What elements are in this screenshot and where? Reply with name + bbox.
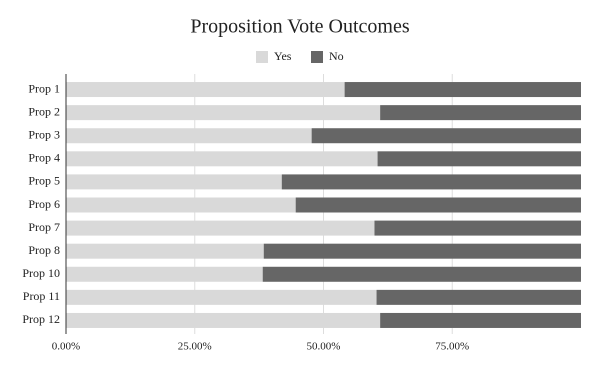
bar-segment	[66, 174, 282, 190]
x-tick-label: 50.00%	[307, 341, 341, 353]
bar-segment	[66, 105, 381, 121]
bar-segment	[66, 289, 377, 305]
y-tick-label: Prop 5	[28, 174, 60, 188]
y-tick-label: Prop 8	[28, 243, 60, 257]
bar-segment	[344, 82, 581, 98]
y-tick-label: Prop 7	[28, 220, 60, 234]
bar-segment	[66, 151, 378, 167]
bar-segment	[66, 220, 375, 236]
bar-segment	[295, 197, 581, 213]
bar-segment	[66, 82, 345, 98]
bar-segment	[311, 128, 581, 144]
bar-segment	[281, 174, 581, 190]
y-tick-label: Prop 4	[28, 151, 60, 165]
bar-segment	[377, 151, 581, 167]
bar-segment	[66, 243, 264, 259]
bar-segment	[376, 289, 581, 305]
bar-segment	[380, 312, 581, 328]
chart-title: Proposition Vote Outcomes	[190, 16, 409, 38]
y-tick-label: Prop 6	[28, 197, 60, 211]
bar-segment	[66, 197, 296, 213]
legend-label: No	[329, 49, 344, 63]
x-tick-label: 25.00%	[178, 341, 212, 353]
x-tick-label: 0.00%	[52, 341, 80, 353]
y-tick-label: Prop 2	[28, 104, 60, 118]
legend-label: Yes	[274, 49, 292, 63]
y-tick-label: Prop 12	[22, 312, 60, 326]
legend-swatch	[256, 51, 268, 63]
y-tick-label: Prop 1	[28, 81, 60, 95]
x-tick-label: 75.00%	[435, 341, 469, 353]
y-tick-label: Prop 3	[28, 127, 60, 141]
y-tick-label: Prop 10	[22, 266, 60, 280]
y-tick-label: Prop 11	[23, 289, 60, 303]
bar-segment	[263, 243, 581, 259]
bar-segment	[66, 128, 312, 144]
bar-segment	[66, 312, 381, 328]
bar-segment	[66, 266, 263, 282]
legend-swatch	[311, 51, 323, 63]
bar-segment	[262, 266, 581, 282]
bar-segment	[380, 105, 581, 121]
bar-segment	[374, 220, 581, 236]
